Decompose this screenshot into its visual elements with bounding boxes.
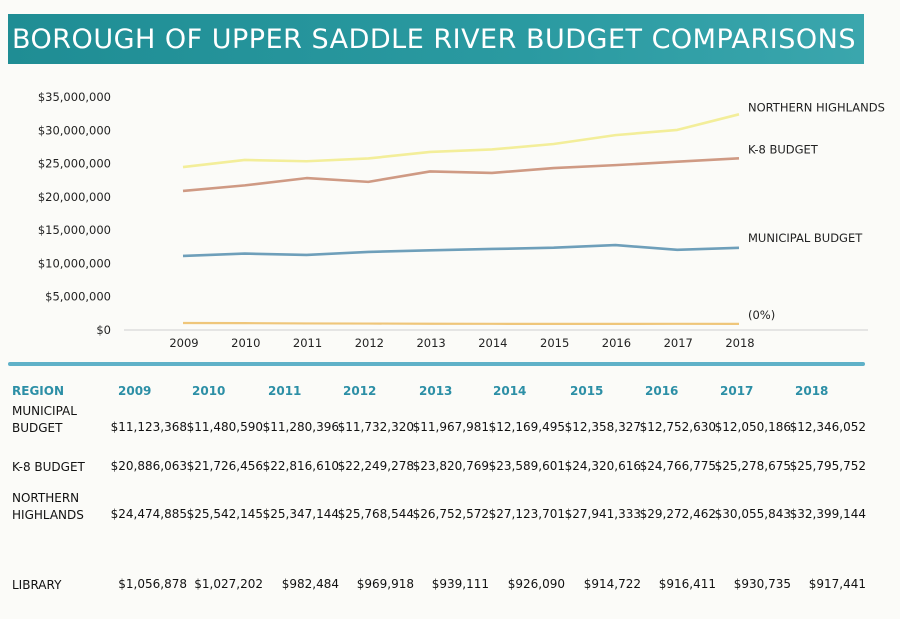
table-header-year: 2018 <box>795 384 829 398</box>
series-label: K-8 BUDGET <box>748 142 819 156</box>
x-tick-label: 2016 <box>602 336 631 350</box>
table-cell: $24,320,616 <box>564 459 641 473</box>
table-cell: $12,050,186 <box>714 420 791 434</box>
table-cell: $939,111 <box>431 577 489 591</box>
table-cell: $1,056,878 <box>118 577 187 591</box>
table-cell: $21,726,456 <box>186 459 263 473</box>
table-cell: $27,123,701 <box>488 507 565 521</box>
table-cell: $26,752,572 <box>412 507 489 521</box>
table-cell: $22,249,278 <box>337 459 414 473</box>
table-cell: $20,886,063 <box>110 459 187 473</box>
table-header-year: 2009 <box>118 384 152 398</box>
y-tick-label: $15,000,000 <box>38 223 111 237</box>
table-cell: $24,766,775 <box>639 459 716 473</box>
x-tick-label: 2011 <box>293 336 322 350</box>
table-row-label: K-8 BUDGET <box>12 459 112 476</box>
series-line <box>182 243 740 258</box>
x-tick-label: 2017 <box>664 336 693 350</box>
table-row-label-line: NORTHERN <box>12 491 80 505</box>
table-row-label-line: BUDGET <box>12 421 63 435</box>
table-cell: $25,347,144 <box>262 507 339 521</box>
table-header-year: 2012 <box>343 384 377 398</box>
table-cell: $25,542,145 <box>186 507 263 521</box>
x-tick-label: 2015 <box>540 336 569 350</box>
table-row-label: LIBRARY <box>12 577 112 594</box>
table-cell: $12,358,327 <box>564 420 641 434</box>
series-label: (0%) <box>748 308 775 322</box>
table-cell: $25,278,675 <box>714 459 791 473</box>
table-cell: $916,411 <box>658 577 716 591</box>
table-header-year: 2010 <box>192 384 226 398</box>
budget-line-chart: $35,000,000 $30,000,000 $25,000,000 $20,000… <box>38 90 885 350</box>
table-row-label-line: K-8 BUDGET <box>12 460 85 474</box>
table-cell: $30,055,843 <box>714 507 791 521</box>
table-cell: $29,272,462 <box>639 507 716 521</box>
table-cell: $25,795,752 <box>789 459 866 473</box>
y-tick-label: $0 <box>96 323 111 337</box>
table-cell: $930,735 <box>733 577 791 591</box>
series-line <box>182 321 740 326</box>
table-cell: $23,820,769 <box>412 459 489 473</box>
table-cell: $11,732,320 <box>337 420 414 434</box>
table-cell: $12,169,495 <box>488 420 565 434</box>
series-line <box>182 156 740 193</box>
y-tick-label: $5,000,000 <box>45 290 111 304</box>
y-tick-label: $25,000,000 <box>38 157 111 171</box>
table-header-year: 2016 <box>645 384 679 398</box>
table-header-year: 2011 <box>268 384 302 398</box>
y-tick-label: $35,000,000 <box>38 90 111 104</box>
y-tick-label: $20,000,000 <box>38 190 111 204</box>
table-cell: $25,768,544 <box>337 507 414 521</box>
y-tick-label: $10,000,000 <box>38 256 111 270</box>
table-cell: $11,280,396 <box>262 420 339 434</box>
x-tick-label: 2010 <box>231 336 260 350</box>
table-row-label-line: LIBRARY <box>12 578 62 592</box>
table-cell: $23,589,601 <box>488 459 565 473</box>
x-tick-label: 2013 <box>416 336 445 350</box>
table-cell: $11,480,590 <box>186 420 263 434</box>
page-title: BOROUGH OF UPPER SADDLE RIVER BUDGET COM… <box>12 23 856 55</box>
table-cell: $11,967,981 <box>412 420 489 434</box>
table-cell: $926,090 <box>507 577 565 591</box>
table-header-year: 2015 <box>570 384 604 398</box>
table-cell: $32,399,144 <box>789 507 866 521</box>
table-cell: $982,484 <box>281 577 339 591</box>
table-cell: $27,941,333 <box>564 507 641 521</box>
table-row-label-line: MUNICIPAL <box>12 404 77 418</box>
table-cell: $917,441 <box>808 577 866 591</box>
section-divider <box>8 362 865 366</box>
y-tick-label: $30,000,000 <box>38 123 111 137</box>
table-header-year: 2017 <box>720 384 754 398</box>
title-banner: BOROUGH OF UPPER SADDLE RIVER BUDGET COM… <box>8 14 864 64</box>
table-row-label-line: HIGHLANDS <box>12 508 84 522</box>
table-cell: $969,918 <box>356 577 414 591</box>
x-tick-label: 2012 <box>355 336 384 350</box>
table-cell: $12,752,630 <box>639 420 716 434</box>
series-label: MUNICIPAL BUDGET <box>748 231 863 245</box>
x-tick-label: 2014 <box>478 336 507 350</box>
table-row-label: NORTHERN HIGHLANDS <box>12 490 112 524</box>
table-cell: $22,816,610 <box>262 459 339 473</box>
series-label: NORTHERN HIGHLANDS <box>748 100 885 114</box>
table-cell: $24,474,885 <box>110 507 187 521</box>
x-tick-label: 2009 <box>169 336 198 350</box>
x-tick-label: 2018 <box>725 336 754 350</box>
table-cell: $12,346,052 <box>789 420 866 434</box>
series-line <box>182 113 740 169</box>
table-header-year: 2014 <box>493 384 527 398</box>
table-header-year: 2013 <box>419 384 453 398</box>
table-cell: $1,027,202 <box>194 577 263 591</box>
table-row-label: MUNICIPAL BUDGET <box>12 403 112 437</box>
table-header-region: REGION <box>12 384 64 398</box>
table-cell: $914,722 <box>583 577 641 591</box>
table-cell: $11,123,368 <box>110 420 187 434</box>
